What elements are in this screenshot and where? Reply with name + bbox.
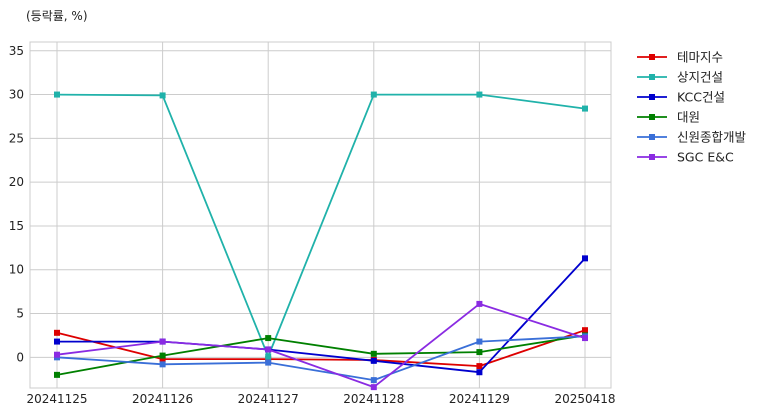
- legend-label: KCC건설: [677, 90, 725, 105]
- data-point: [476, 363, 483, 370]
- legend-entry: 상지건설: [637, 70, 723, 85]
- data-point: [476, 369, 483, 376]
- data-point: [265, 335, 272, 342]
- data-point: [159, 356, 166, 363]
- data-point: [582, 327, 588, 334]
- data-point: [265, 346, 272, 353]
- x-tick-label: 20241125: [26, 392, 87, 406]
- data-point: [582, 335, 588, 342]
- data-point: [370, 384, 377, 391]
- x-tick-label: 20241128: [343, 392, 404, 406]
- data-point: [159, 361, 166, 368]
- data-point: [265, 359, 272, 366]
- y-tick-label: 0: [16, 350, 24, 364]
- data-point: [159, 338, 166, 345]
- legend-marker: [649, 94, 655, 100]
- series-line: [56, 329, 586, 368]
- y-tick-label: 10: [9, 263, 24, 277]
- series-line: [56, 93, 586, 358]
- legend-entry: 신원종합개발: [637, 130, 747, 145]
- legend-marker: [649, 134, 655, 140]
- data-point: [582, 105, 588, 112]
- data-point: [370, 357, 377, 364]
- data-point: [54, 351, 60, 358]
- y-tick-label: 20: [9, 175, 24, 189]
- legend-label: SGC E&C: [677, 150, 734, 165]
- x-tick-label: 20250418: [554, 392, 615, 406]
- data-point: [370, 377, 377, 384]
- series-lines: [54, 91, 588, 391]
- data-point: [476, 300, 483, 307]
- data-point: [370, 350, 377, 357]
- data-point: [265, 353, 272, 360]
- y-tick-label: 25: [9, 131, 24, 145]
- legend-marker: [649, 114, 655, 120]
- legend-marker: [649, 54, 655, 60]
- series-6: [54, 300, 588, 391]
- data-point: [582, 255, 588, 262]
- data-point: [370, 91, 377, 98]
- series-line: [56, 335, 586, 382]
- legend-entry: SGC E&C: [637, 150, 734, 165]
- x-tick-label: 20241127: [238, 392, 299, 406]
- legend-entry: 테마지수: [637, 50, 723, 65]
- data-point: [54, 338, 60, 345]
- series-line: [57, 257, 586, 374]
- x-tick-label: 20241126: [132, 392, 193, 406]
- data-point: [159, 92, 166, 99]
- y-tick-label: 35: [9, 44, 24, 58]
- series-line: [56, 302, 586, 389]
- legend-label: 상지건설: [677, 70, 723, 85]
- data-point: [54, 329, 60, 336]
- data-point: [476, 349, 483, 356]
- legend-label: 테마지수: [677, 50, 723, 65]
- y-tick-label: 5: [16, 307, 24, 321]
- legend-label: 신원종합개발: [677, 130, 747, 145]
- grid: [29, 41, 612, 389]
- data-point: [476, 338, 483, 345]
- data-point: [54, 371, 60, 378]
- series-2: [54, 91, 588, 360]
- plot-frame: [29, 41, 612, 389]
- y-tick-label: 15: [9, 219, 24, 233]
- x-tick-label: 20241129: [449, 392, 510, 406]
- data-point: [54, 91, 60, 98]
- legend-label: 대원: [677, 110, 700, 125]
- unit-label: (등락률, %): [26, 9, 88, 23]
- data-point: [159, 352, 166, 359]
- y-tick-label: 30: [9, 88, 24, 102]
- legend-entry: 대원: [637, 110, 700, 125]
- series-line: [56, 334, 586, 376]
- legend-marker: [649, 154, 655, 160]
- axes: 0 5 10 15 20 25 30 35 20241125 20241126 20241127 20…: [9, 44, 616, 406]
- data-point: [476, 91, 483, 98]
- legend-entry: KCC건설: [637, 90, 725, 105]
- legend-marker: [649, 74, 655, 80]
